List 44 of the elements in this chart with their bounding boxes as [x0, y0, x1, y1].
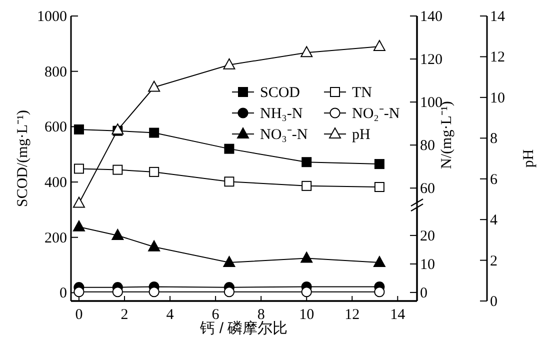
y2-tick-label: 100 [420, 95, 442, 112]
legend-label: NH₃-N [260, 106, 303, 122]
legend-item: NO₃⁻-N [232, 126, 308, 143]
x-tick-label: 2 [120, 307, 128, 323]
x-tick-label: 4 [166, 307, 174, 323]
y-tick-label: 600 [44, 120, 67, 136]
y2-tick-label: 80 [420, 138, 435, 154]
y2-tick-label: 0 [490, 294, 498, 310]
y2-axis-title: pH [521, 149, 537, 168]
legend-item: TN [324, 85, 372, 101]
y2-tick-label: 6 [490, 172, 498, 188]
y2-tick-label: 2 [490, 253, 498, 270]
x-axis-title: 钙 / 磷摩尔比 [199, 320, 288, 337]
x-tick-label: 6 [212, 307, 220, 323]
y2-tick-label: 4 [490, 212, 498, 229]
legend-label: NO₃⁻-N [260, 127, 308, 143]
y-tick-label: 10 [420, 256, 435, 273]
y-tick-label: 0 [60, 286, 67, 302]
y2-tick-label: 12 [490, 50, 505, 66]
legend-item: NH₃-N [232, 106, 303, 122]
legend-label: NO₂⁻-N [352, 106, 400, 122]
x-tick-label: 14 [390, 307, 406, 323]
legend-label: TN [352, 85, 372, 101]
legend-item: NO₂⁻-N [324, 106, 400, 122]
y-tick-label: 0 [420, 285, 428, 302]
legend-label: SCOD [260, 85, 300, 101]
legend-item: pH [324, 126, 370, 143]
x-tick-label: 10 [299, 307, 314, 323]
y2-tick-label: 10 [490, 90, 505, 106]
y-tick-label: 400 [44, 175, 67, 192]
y2-tick-label: 120 [420, 52, 442, 68]
y2-tick-label: 60 [420, 181, 435, 198]
y-tick-label: 1000 [37, 9, 67, 25]
y2-tick-label: 14 [490, 9, 506, 25]
y-tick-label: 800 [44, 64, 67, 80]
y2-tick-label: 140 [420, 9, 442, 25]
y-axis-title: SCOD/(mg·L⁻¹) [15, 110, 31, 207]
legend-item: SCOD [232, 85, 300, 101]
y-tick-label: 20 [420, 228, 435, 244]
y2-tick-label: 8 [490, 131, 498, 148]
x-tick-label: 0 [75, 307, 83, 323]
x-tick-label: 12 [344, 307, 360, 323]
legend-label: pH [352, 127, 370, 143]
y-tick-label: 200 [44, 230, 67, 246]
